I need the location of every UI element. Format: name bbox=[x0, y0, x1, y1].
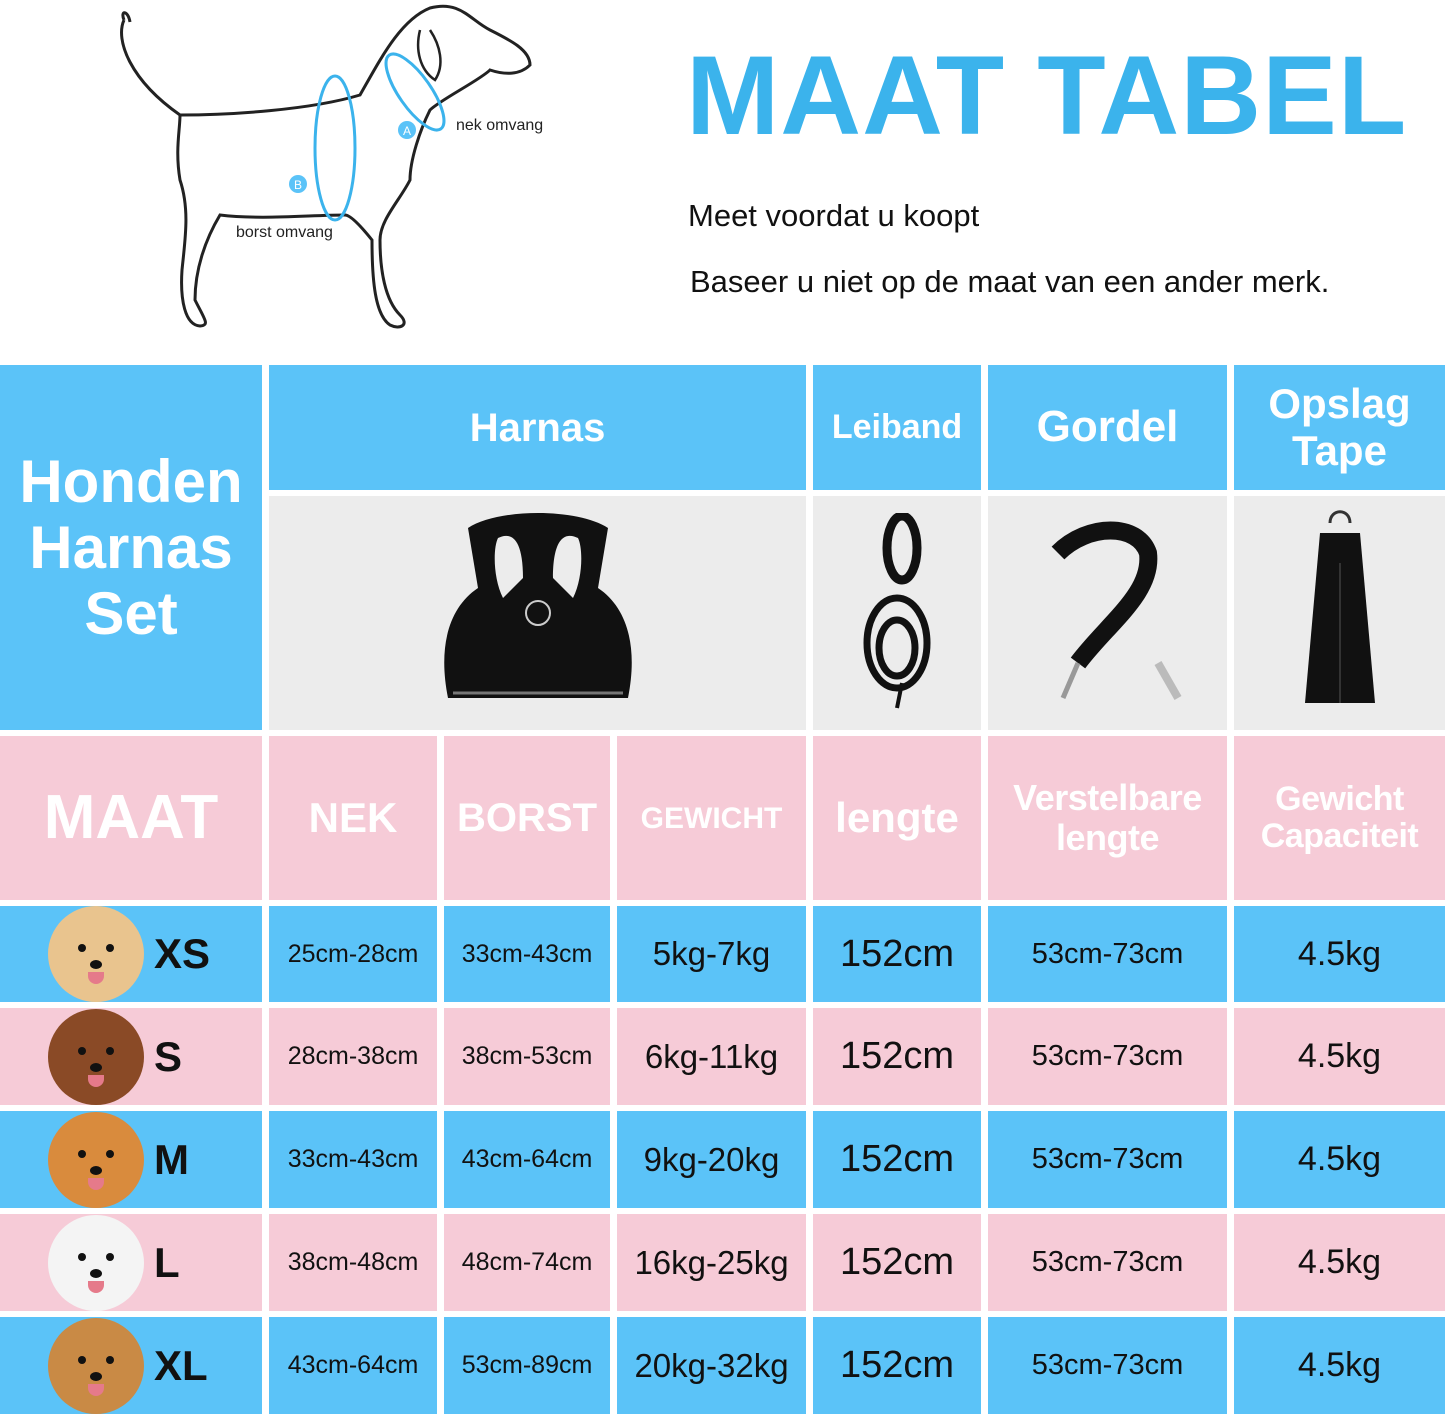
dog-avatar-icon bbox=[48, 1214, 144, 1311]
cell-verstelbaar: 53cm-73cm bbox=[988, 906, 1227, 1002]
cell-gewicht: 20kg-32kg bbox=[617, 1317, 806, 1414]
cell-nek: 25cm-28cm bbox=[269, 906, 437, 1002]
chest-label: borst omvang bbox=[236, 224, 333, 241]
dog-avatar-icon bbox=[48, 1008, 144, 1105]
col-maat: MAAT bbox=[0, 736, 262, 900]
cell-gewicht: 16kg-25kg bbox=[617, 1214, 806, 1311]
group-opslag-tape: Opslag Tape bbox=[1234, 365, 1445, 490]
page-title: MAAT TABEL bbox=[686, 33, 1408, 158]
dog-avatar-icon bbox=[48, 906, 144, 1002]
cell-verstelbaar: 53cm-73cm bbox=[988, 1008, 1227, 1105]
subtitle-brand: Baseer u niet op de maat van een ander m… bbox=[690, 264, 1330, 299]
subtitle-measure: Meet voordat u koopt bbox=[688, 198, 980, 233]
cell-borst: 38cm-53cm bbox=[444, 1008, 610, 1105]
dog-avatar-icon bbox=[48, 1317, 144, 1414]
cell-lengte: 152cm bbox=[813, 1008, 981, 1105]
size-label: XS bbox=[154, 930, 211, 977]
cell-nek: 43cm-64cm bbox=[269, 1317, 437, 1414]
cell-lengte: 152cm bbox=[813, 1317, 981, 1414]
col-borst: BORST bbox=[444, 736, 610, 900]
col-lengte: lengte bbox=[813, 736, 981, 900]
marker-a: A bbox=[403, 124, 411, 138]
size-label: S bbox=[154, 1032, 183, 1080]
cell-capaciteit: 4.5kg bbox=[1234, 1111, 1445, 1208]
group-harnas: Harnas bbox=[269, 365, 806, 490]
cell-borst: 48cm-74cm bbox=[444, 1214, 610, 1311]
col-nek: NEK bbox=[269, 736, 437, 900]
col-gewicht-capaciteit: Gewicht Capaciteit bbox=[1234, 736, 1445, 900]
cell-borst: 43cm-64cm bbox=[444, 1111, 610, 1208]
neck-label: nek omvang bbox=[456, 117, 544, 134]
cell-lengte: 152cm bbox=[813, 906, 981, 1002]
size-table: Honden Harnas Set Harnas Leiband Gordel … bbox=[0, 365, 1445, 1414]
size-cell: XL bbox=[0, 1317, 262, 1414]
cell-gewicht: 9kg-20kg bbox=[617, 1111, 806, 1208]
seatbelt-image bbox=[988, 496, 1227, 730]
size-label: L bbox=[154, 1238, 180, 1286]
cell-verstelbaar: 53cm-73cm bbox=[988, 1317, 1227, 1414]
cell-nek: 28cm-38cm bbox=[269, 1008, 437, 1105]
cell-borst: 53cm-89cm bbox=[444, 1317, 610, 1414]
cell-capaciteit: 4.5kg bbox=[1234, 1214, 1445, 1311]
cell-capaciteit: 4.5kg bbox=[1234, 1008, 1445, 1105]
col-verstelbare-lengte: Verstelbare lengte bbox=[988, 736, 1227, 900]
size-cell: XS bbox=[0, 906, 262, 1002]
dog-avatar-icon bbox=[48, 1111, 144, 1208]
storage-tape-image bbox=[1234, 496, 1445, 730]
cell-borst: 33cm-43cm bbox=[444, 906, 610, 1002]
cell-gewicht: 5kg-7kg bbox=[617, 906, 806, 1002]
cell-verstelbaar: 53cm-73cm bbox=[988, 1111, 1227, 1208]
cell-nek: 38cm-48cm bbox=[269, 1214, 437, 1311]
size-cell: M bbox=[0, 1111, 262, 1208]
col-gewicht: GEWICHT bbox=[617, 736, 806, 900]
cell-lengte: 152cm bbox=[813, 1111, 981, 1208]
size-label: XL bbox=[154, 1341, 208, 1389]
size-cell: S bbox=[0, 1008, 262, 1105]
header-area: A B nek omvang borst omvang MAAT TABEL M… bbox=[0, 0, 1445, 365]
dog-outline-icon: A B bbox=[120, 4, 532, 329]
cell-nek: 33cm-43cm bbox=[269, 1111, 437, 1208]
cell-capaciteit: 4.5kg bbox=[1234, 1317, 1445, 1414]
cell-gewicht: 6kg-11kg bbox=[617, 1008, 806, 1105]
size-label: M bbox=[154, 1135, 189, 1183]
group-gordel: Gordel bbox=[988, 365, 1227, 490]
size-cell: L bbox=[0, 1214, 262, 1311]
leash-image bbox=[813, 496, 981, 730]
cell-capaciteit: 4.5kg bbox=[1234, 906, 1445, 1002]
marker-b: B bbox=[294, 178, 302, 192]
set-title: Honden Harnas Set bbox=[0, 365, 262, 730]
cell-lengte: 152cm bbox=[813, 1214, 981, 1311]
harness-image bbox=[269, 496, 806, 730]
group-leiband: Leiband bbox=[813, 365, 981, 490]
cell-verstelbaar: 53cm-73cm bbox=[988, 1214, 1227, 1311]
